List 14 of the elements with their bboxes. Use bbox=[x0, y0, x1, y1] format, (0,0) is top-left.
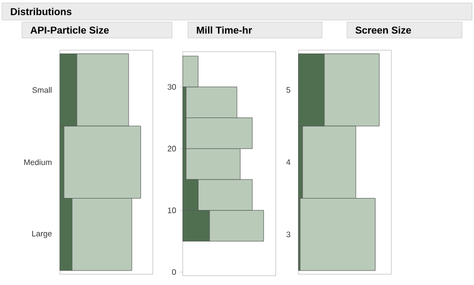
y-tick-label: Medium bbox=[24, 159, 52, 166]
text: Distributions bbox=[10, 8, 72, 16]
y-tick-label: 20 bbox=[168, 146, 176, 152]
y-tick-label: 3 bbox=[286, 232, 290, 238]
chart-title: Mill Time-hr bbox=[196, 26, 252, 34]
y-tick-label: 0 bbox=[172, 269, 176, 275]
y-tick-label: Small bbox=[32, 86, 52, 93]
y-tick-label: 30 bbox=[168, 84, 176, 90]
y-tick-label: 10 bbox=[168, 208, 176, 214]
chart-title: Screen Size bbox=[355, 26, 411, 34]
y-tick-label: 5 bbox=[286, 87, 290, 93]
y-tick-label: 4 bbox=[286, 159, 290, 165]
chart-title: API-Particle Size bbox=[30, 26, 109, 34]
y-tick-label: Large bbox=[32, 230, 52, 238]
